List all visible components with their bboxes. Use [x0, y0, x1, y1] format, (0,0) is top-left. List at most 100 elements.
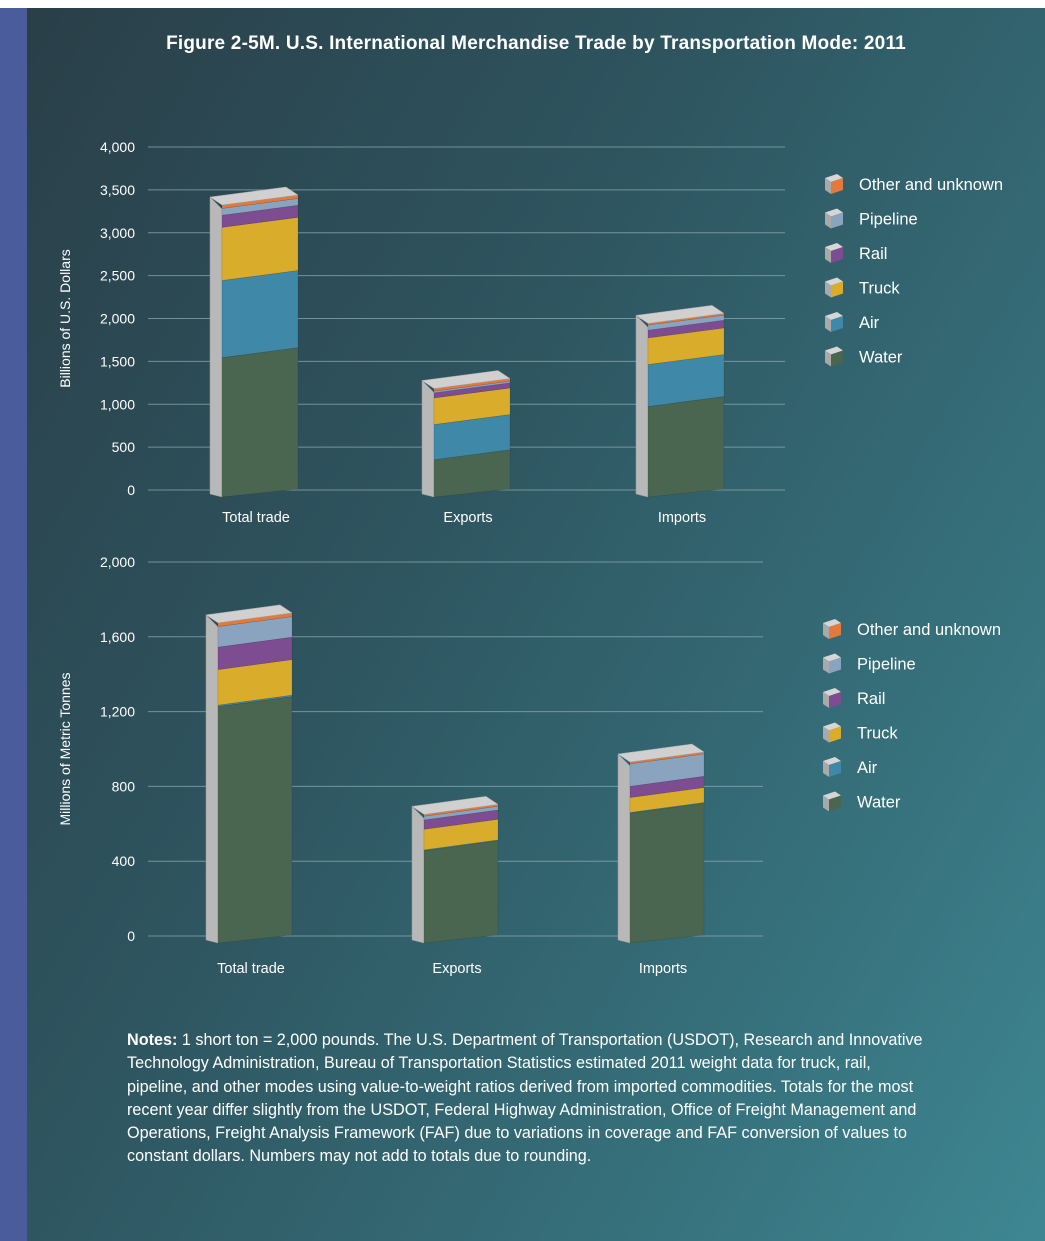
- value-legend-swatch-side: [825, 212, 831, 229]
- value-legend-swatch-water: [831, 350, 843, 367]
- value-ytick-label: 2,000: [100, 311, 135, 327]
- weight-y-axis-label: Millions of Metric Tonnes: [57, 672, 73, 825]
- figure-background: [27, 8, 1045, 1241]
- value-legend-label: Truck: [859, 280, 900, 298]
- value-ytick-label: 1,500: [100, 353, 135, 369]
- weight-legend-swatch-top: [823, 757, 841, 765]
- weight-legend-label: Water: [857, 794, 901, 812]
- value-legend-swatch-top: [825, 312, 843, 320]
- value-legend-label: Rail: [859, 245, 887, 263]
- weight-category-label: Total trade: [217, 961, 285, 977]
- weight-legend-label: Rail: [857, 690, 885, 708]
- weight-legend-swatch-side: [823, 761, 829, 777]
- value-legend-swatch-side: [825, 247, 831, 263]
- value-legend-swatch-side: [825, 316, 831, 332]
- weight-legend-swatch-side: [823, 795, 829, 812]
- weight-bar-side-imports: [617, 753, 631, 944]
- weight-ytick-label: 0: [127, 928, 135, 944]
- weight-bar-segment-water: [217, 696, 293, 944]
- value-legend-swatch-truck: [831, 281, 843, 298]
- weight-bar-top-exports: [411, 796, 499, 815]
- value-ytick-label: 3,000: [100, 225, 135, 241]
- weight-legend-swatch-air: [829, 761, 841, 777]
- value-bar-segment-truck: [221, 216, 299, 281]
- weight-legend-swatch-top: [823, 722, 841, 731]
- value-legend-swatch-top: [825, 174, 843, 182]
- value-legend-label: Air: [859, 314, 880, 332]
- weight-bar-side-total-trade: [205, 614, 219, 944]
- value-legend-swatch-top: [825, 208, 843, 217]
- weight-legend-swatch-pipeline: [829, 657, 841, 674]
- weight-ytick-label: 800: [112, 778, 136, 794]
- weight-legend-swatch-side: [823, 657, 829, 674]
- value-bar-side-exports: [421, 379, 435, 498]
- value-ytick-label: 4,000: [100, 139, 135, 155]
- value-category-label: Imports: [658, 510, 706, 526]
- value-bar-segment-pipeline: [647, 314, 725, 331]
- value-bar-top-total-trade: [209, 186, 299, 206]
- weight-legend-swatch-top: [823, 619, 841, 627]
- weight-ytick-label: 1,600: [100, 629, 135, 645]
- value-legend-swatch-top: [825, 243, 843, 251]
- value-ytick-label: 500: [112, 439, 136, 455]
- weight-legend-swatch-water: [829, 795, 841, 812]
- weight-ytick-label: 1,200: [100, 704, 135, 720]
- value-bar-segment-water: [647, 396, 725, 498]
- value-bar-segment-pipeline: [433, 380, 511, 394]
- value-bar-segment-truck: [433, 387, 511, 425]
- value-bar-top-imports: [635, 305, 725, 324]
- value-bar-side-imports: [635, 314, 649, 498]
- value-legend-swatch-top: [825, 346, 843, 355]
- weight-legend-swatch-side: [823, 623, 829, 639]
- value-bar-segment-truck: [647, 327, 725, 365]
- value-ytick-label: 2,500: [100, 268, 135, 284]
- notes: Notes: 1 short ton = 2,000 pounds. The U…: [127, 1029, 927, 1169]
- weight-legend-swatch-top: [823, 688, 841, 696]
- weight-bar-segment-water: [423, 840, 499, 944]
- weight-legend-label: Pipeline: [857, 656, 916, 674]
- value-legend-swatch-rail: [831, 247, 843, 263]
- value-legend-swatch-air: [831, 316, 843, 332]
- value-legend-swatch-side: [825, 350, 831, 367]
- weight-legend-swatch-top: [823, 653, 841, 662]
- value-legend-label: Other and unknown: [859, 176, 1003, 194]
- weight-legend-swatch-top: [823, 791, 841, 800]
- weight-legend-swatch-other-and-unknown: [829, 623, 841, 639]
- weight-bar-top-total-trade: [205, 604, 293, 624]
- value-legend-swatch-top: [825, 277, 843, 286]
- value-bar-top-exports: [421, 370, 511, 389]
- value-legend-label: Water: [859, 349, 903, 367]
- weight-bar-segment-water: [629, 802, 705, 944]
- weight-legend-label: Air: [857, 759, 878, 777]
- weight-bar-top-imports: [617, 743, 705, 763]
- weight-bar-side-exports: [411, 805, 425, 944]
- value-bar-segment-water: [433, 449, 511, 498]
- value-legend-swatch-other-and-unknown: [831, 178, 843, 194]
- value-y-axis-label: Billions of U.S. Dollars: [57, 249, 73, 388]
- value-bar-segment-air: [647, 354, 725, 407]
- value-category-label: Exports: [443, 510, 492, 526]
- weight-category-label: Imports: [639, 961, 687, 977]
- value-legend-swatch-side: [825, 281, 831, 298]
- value-bar-segment-air: [221, 270, 299, 358]
- value-legend-swatch-pipeline: [831, 212, 843, 229]
- weight-category-label: Exports: [432, 961, 481, 977]
- value-ytick-label: 1,000: [100, 396, 135, 412]
- value-ytick-label: 3,500: [100, 182, 135, 198]
- value-legend-label: Pipeline: [859, 211, 918, 229]
- value-bar-side-total-trade: [209, 196, 223, 498]
- value-ytick-label: 0: [127, 482, 135, 498]
- left-accent-bar: [0, 8, 27, 1241]
- weight-legend-swatch-side: [823, 726, 829, 743]
- notes-label: Notes:: [127, 1031, 178, 1049]
- value-category-label: Total trade: [222, 510, 290, 526]
- value-bar-segment-rail: [433, 382, 511, 399]
- value-bar-segment-rail: [647, 319, 725, 339]
- weight-legend-swatch-side: [823, 692, 829, 708]
- figure-title: Figure 2-5M. U.S. International Merchand…: [166, 33, 906, 54]
- value-legend-swatch-side: [825, 178, 831, 194]
- value-bar-segment-air: [433, 414, 511, 461]
- weight-legend-swatch-truck: [829, 726, 841, 743]
